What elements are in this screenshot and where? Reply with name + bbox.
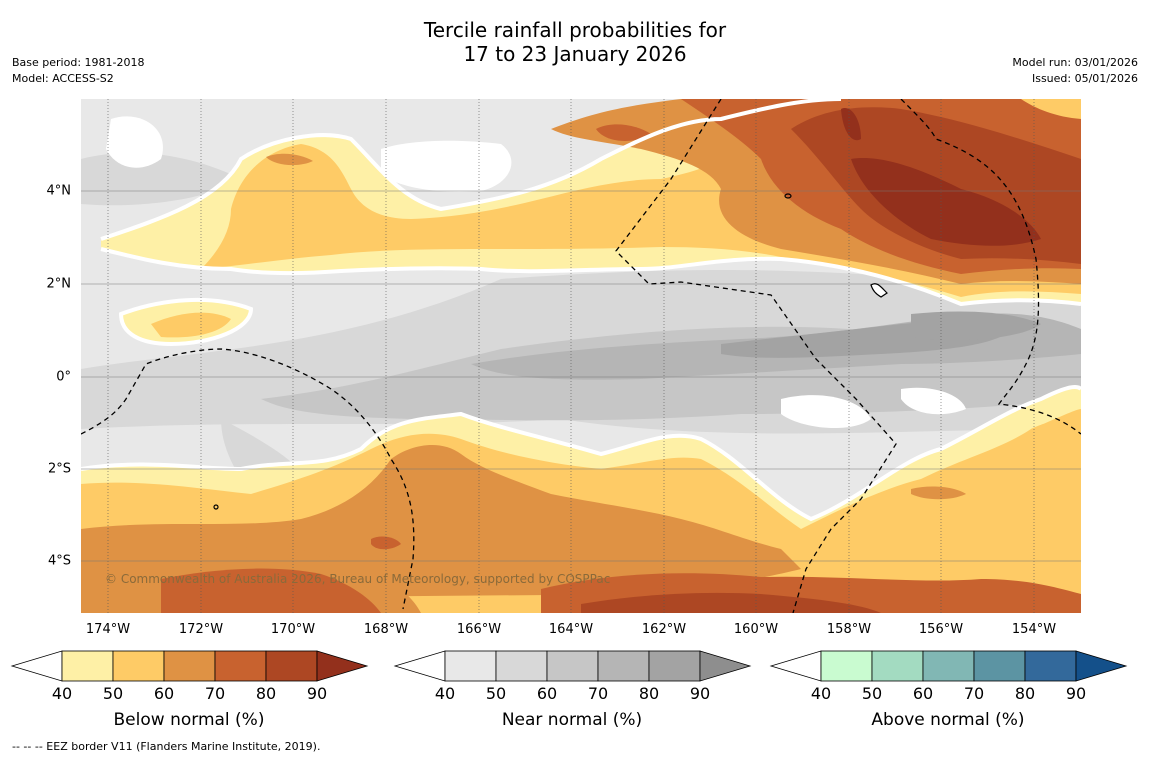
colorbar-segment bbox=[444, 650, 497, 682]
x-tick: 164°W bbox=[548, 622, 594, 637]
colorbar-low-extension bbox=[769, 650, 822, 682]
x-tick: 166°W bbox=[456, 622, 502, 637]
eez-borders bbox=[81, 99, 1081, 613]
colorbar-near-normal bbox=[393, 650, 752, 682]
below-normal-south bbox=[81, 387, 1081, 613]
cb-tick: 80 bbox=[638, 684, 660, 703]
meta-left: Base period: 1981-2018 Model: ACCESS-S2 bbox=[12, 55, 144, 87]
y-tick: 2°S bbox=[47, 461, 71, 477]
x-tick: 160°W bbox=[733, 622, 779, 637]
cb-tick: 90 bbox=[1065, 684, 1087, 703]
y-tick: 2°N bbox=[46, 276, 72, 292]
cb-tick: 70 bbox=[204, 684, 226, 703]
x-tick: 172°W bbox=[178, 622, 224, 637]
cb-tick: 70 bbox=[587, 684, 609, 703]
below-normal-north bbox=[101, 99, 1081, 344]
islands bbox=[213, 193, 888, 510]
y-tick: 4°N bbox=[46, 183, 72, 199]
title-line-2: 17 to 23 January 2026 bbox=[463, 42, 687, 66]
colorbar-segment bbox=[495, 650, 548, 682]
probability-contours bbox=[81, 99, 1081, 522]
cb-tick: 50 bbox=[861, 684, 883, 703]
base-period: Base period: 1981-2018 bbox=[12, 56, 145, 69]
issued-date: Issued: 05/01/2026 bbox=[1031, 72, 1138, 85]
model-run: Model run: 03/01/2026 bbox=[1012, 56, 1138, 69]
colorbar-segment bbox=[973, 650, 1026, 682]
below-normal-label: Below normal (%) bbox=[113, 710, 265, 730]
colorbar-low-extension bbox=[393, 650, 446, 682]
colorbar-segment bbox=[820, 650, 873, 682]
colorbar-segment bbox=[163, 650, 216, 682]
cb-tick: 40 bbox=[434, 684, 456, 703]
y-tick: 4°S bbox=[47, 553, 71, 569]
colorbar-segment bbox=[61, 650, 114, 682]
chart-title: Tercile rainfall probabilities for 17 to… bbox=[0, 18, 1150, 66]
cb-tick: 60 bbox=[912, 684, 934, 703]
colorbar-segment bbox=[648, 650, 701, 682]
cb-tick: 60 bbox=[536, 684, 558, 703]
colorbar-segment bbox=[597, 650, 650, 682]
colorbar-low-extension bbox=[10, 650, 63, 682]
colorbar-segment bbox=[546, 650, 599, 682]
colorbar-segment bbox=[112, 650, 165, 682]
cb-tick: 50 bbox=[102, 684, 124, 703]
cb-tick: 90 bbox=[306, 684, 328, 703]
above-normal-label: Above normal (%) bbox=[871, 710, 1025, 730]
cb-tick: 80 bbox=[1014, 684, 1036, 703]
colorbar-high-extension bbox=[316, 650, 369, 682]
y-tick: 0° bbox=[56, 369, 71, 385]
colorbar-segment bbox=[1024, 650, 1077, 682]
colorbars bbox=[10, 650, 1128, 682]
x-tick: 154°W bbox=[1011, 622, 1057, 637]
model-name: Model: ACCESS-S2 bbox=[12, 72, 114, 85]
colorbar-segment bbox=[214, 650, 267, 682]
colorbar-above-normal bbox=[769, 650, 1128, 682]
cb-tick: 90 bbox=[689, 684, 711, 703]
title-line-1: Tercile rainfall probabilities for bbox=[423, 18, 727, 42]
cb-tick: 50 bbox=[485, 684, 507, 703]
x-tick: 156°W bbox=[918, 622, 964, 637]
cb-tick: 80 bbox=[255, 684, 277, 703]
colorbar-high-extension bbox=[1075, 650, 1128, 682]
x-tick: 162°W bbox=[641, 622, 687, 637]
cb-tick: 40 bbox=[51, 684, 73, 703]
forecast-map: © Commonwealth of Australia 2026, Bureau… bbox=[81, 99, 1081, 613]
meta-right: Model run: 03/01/2026 Issued: 05/01/2026 bbox=[1012, 55, 1138, 87]
colorbar-segment bbox=[922, 650, 975, 682]
cb-tick: 40 bbox=[810, 684, 832, 703]
x-tick: 158°W bbox=[826, 622, 872, 637]
near-normal-label: Near normal (%) bbox=[501, 710, 643, 730]
cb-tick: 70 bbox=[963, 684, 985, 703]
colorbar-high-extension bbox=[699, 650, 752, 682]
cb-tick: 60 bbox=[153, 684, 175, 703]
latitude-lines bbox=[81, 190, 1081, 562]
eez-footnote: -- -- -- EEZ border V11 (Flanders Marine… bbox=[12, 740, 321, 753]
colorbar-below-normal bbox=[10, 650, 369, 682]
x-tick: 168°W bbox=[363, 622, 409, 637]
colorbar-segment bbox=[265, 650, 318, 682]
colorbar-segment bbox=[871, 650, 924, 682]
copyright-notice: © Commonwealth of Australia 2026, Bureau… bbox=[105, 572, 610, 586]
x-tick: 170°W bbox=[270, 622, 316, 637]
x-tick: 174°W bbox=[85, 622, 131, 637]
